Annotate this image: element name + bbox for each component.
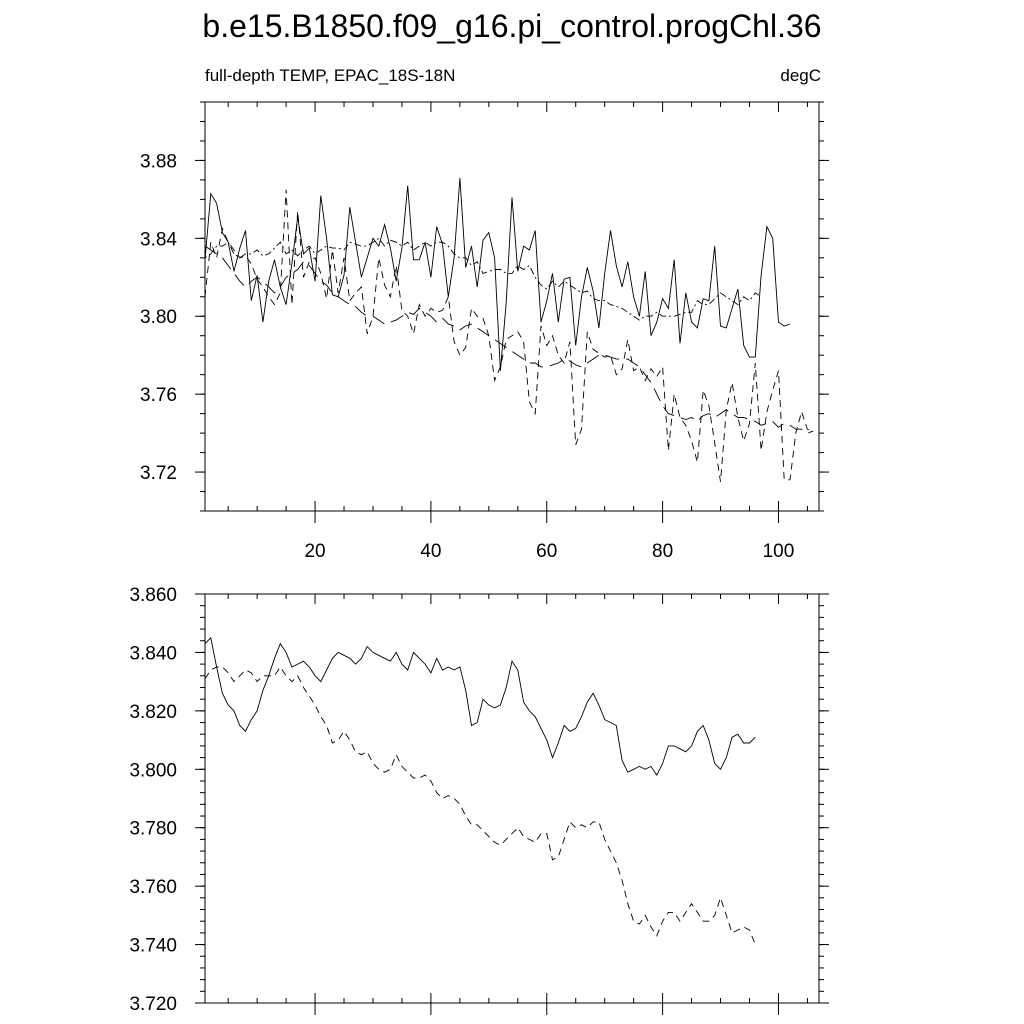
plot-frame (204, 101, 820, 512)
bottom-panel: 3.720 3.740 3.760 3.780 3.800 3.820 3.840 3.860 (129, 585, 829, 1015)
y-tick-label: 3.720 (129, 994, 177, 1015)
x-tick-label: 100 (763, 541, 795, 562)
subtitle-variable: full-depth TEMP, EPAC_18S-18N (205, 66, 456, 85)
y-tick-label: 3.860 (129, 585, 177, 606)
y-tick-label: 3.780 (129, 819, 177, 840)
chart-title: b.e15.B1850.f09_g16.pi_control.progChl.3… (202, 8, 822, 44)
y-tick-label: 3.740 (129, 936, 177, 957)
y-tick-label: 3.84 (140, 229, 177, 250)
y-tick-label: 3.840 (129, 643, 177, 664)
y-tick-label: 3.88 (140, 151, 177, 172)
x-tick-label: 20 (304, 541, 325, 562)
subtitle-units: degC (780, 66, 821, 85)
series-line-solid (204, 177, 791, 371)
series-line-dash-dot (204, 237, 762, 321)
series-line-solid (204, 636, 756, 776)
x-tick-label: 80 (652, 541, 673, 562)
y-tick-label: 3.820 (129, 702, 177, 723)
x-tick-label: 60 (536, 541, 557, 562)
y-tick-label: 3.800 (129, 760, 177, 781)
y-tick-label: 3.80 (140, 307, 177, 328)
top-panel: 3.72 3.76 3.80 3.84 3.88 20 40 60 80 100 (140, 101, 829, 562)
y-tick-label: 3.760 (129, 877, 177, 898)
series-line-dashed (204, 189, 814, 482)
series-line-dashed (204, 666, 756, 945)
plot-frame (204, 593, 820, 1004)
series-line-long-dash (204, 245, 814, 434)
x-tick-label: 40 (420, 541, 441, 562)
y-tick-label: 3.76 (140, 385, 177, 406)
y-tick-label: 3.72 (140, 463, 177, 484)
